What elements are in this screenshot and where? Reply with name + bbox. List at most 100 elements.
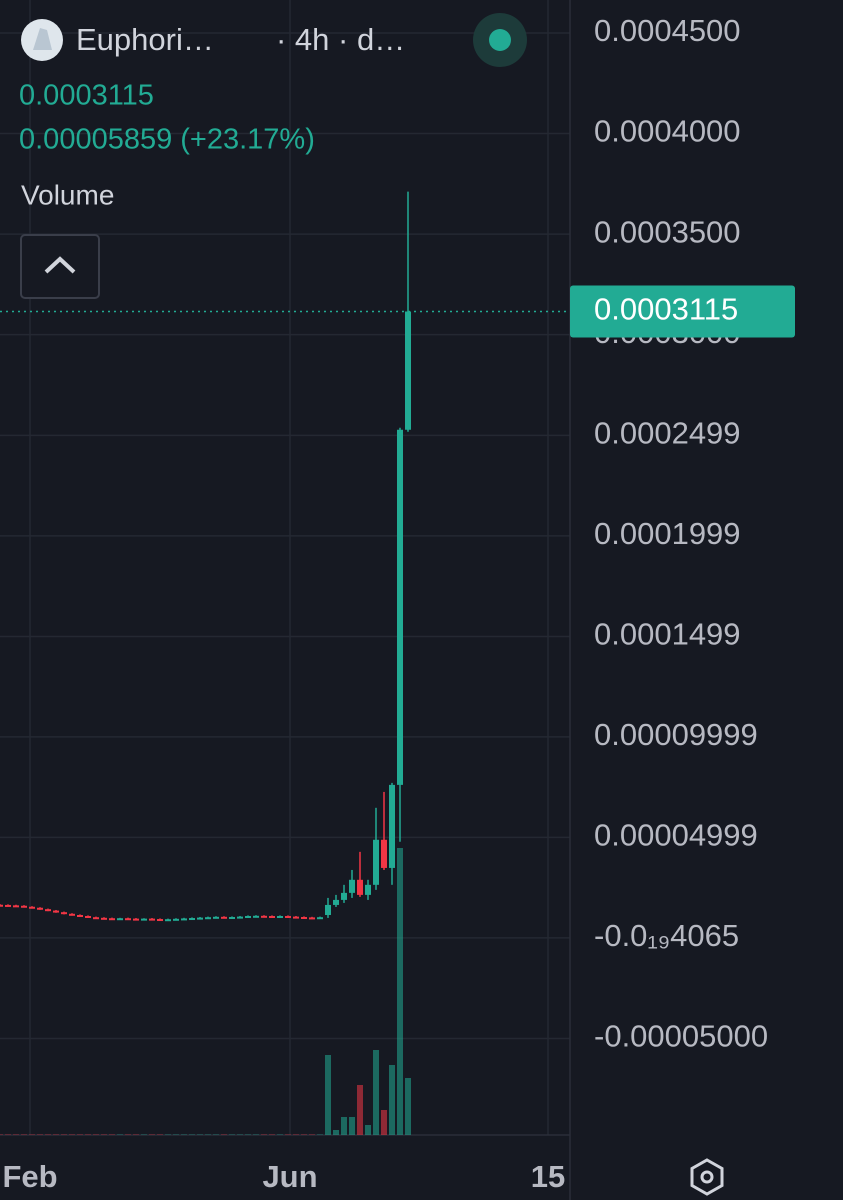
candle-body — [229, 917, 235, 920]
candle-body — [237, 916, 243, 919]
candle-body — [309, 917, 315, 920]
candle-body — [341, 892, 347, 900]
volume-bar — [157, 1134, 163, 1135]
candle-body — [13, 905, 19, 908]
candle-body — [109, 918, 115, 921]
volume-bar — [165, 1134, 171, 1135]
candle-body — [261, 915, 267, 918]
volume-bar — [197, 1134, 203, 1135]
y-tick-label: 0.0004500 — [594, 13, 741, 48]
volume-bar — [181, 1134, 187, 1135]
volume-bar — [205, 1134, 211, 1135]
candle-body — [349, 879, 355, 893]
collapse-button[interactable] — [20, 234, 100, 299]
volume-bar — [125, 1134, 131, 1135]
volume-bar — [269, 1134, 275, 1135]
chevron-up — [44, 256, 76, 274]
status-dot — [489, 29, 511, 51]
volume-bar — [221, 1134, 227, 1135]
volume-bar — [85, 1134, 91, 1135]
price-badge-label: 0.0003115 — [594, 292, 738, 327]
volume-bar — [349, 1117, 355, 1135]
candle-body — [149, 918, 155, 921]
volume-bar — [149, 1134, 155, 1135]
volume-bar — [37, 1134, 43, 1135]
volume-bar — [365, 1125, 371, 1135]
volume-bar — [0, 1134, 3, 1135]
volume-bar — [309, 1134, 315, 1135]
volume-bar — [5, 1134, 11, 1135]
candle-body — [29, 906, 35, 909]
volume-bar — [237, 1134, 243, 1135]
volume-bar — [277, 1134, 283, 1135]
volume-bar — [53, 1134, 59, 1135]
interval[interactable]: · 4h · d… — [276, 22, 405, 57]
candle-body — [245, 916, 251, 919]
candle-body — [293, 916, 299, 919]
candle-body — [93, 917, 99, 920]
candle-body — [77, 914, 83, 917]
candle-body — [381, 839, 387, 868]
volume-bar — [69, 1134, 75, 1135]
volume-bar — [293, 1134, 299, 1135]
candle-body — [101, 917, 107, 920]
volume-bar — [29, 1134, 35, 1135]
candle-body — [125, 918, 131, 921]
symbol-name[interactable]: Euphori… — [76, 22, 214, 57]
candle-body — [357, 879, 363, 895]
y-tick-label: 0.00004999 — [594, 818, 758, 853]
volume-bar — [77, 1134, 83, 1135]
candle-body — [181, 918, 187, 921]
x-tick-label: Jun — [262, 1159, 317, 1194]
candle-body — [53, 910, 59, 913]
candle-body — [301, 917, 307, 920]
candle-body — [221, 916, 227, 919]
candle-body — [141, 918, 147, 921]
volume-bar — [173, 1134, 179, 1135]
volume-bar — [405, 1078, 411, 1135]
candle-body — [0, 904, 3, 907]
candle-body — [85, 916, 91, 919]
volume-bar — [397, 848, 403, 1135]
candle-body — [61, 912, 67, 915]
x-tick-label: Feb — [2, 1159, 57, 1194]
y-tick-label: 0.0003500 — [594, 214, 741, 249]
settings-icon-center — [700, 1170, 714, 1184]
volume-bar — [373, 1050, 379, 1135]
candle-body — [69, 913, 75, 916]
candle-body — [37, 907, 43, 910]
candle-body — [117, 918, 123, 921]
candle-body — [189, 918, 195, 921]
volume-bar — [261, 1134, 267, 1135]
volume-bar — [133, 1134, 139, 1135]
y-tick-label: -0.00005000 — [594, 1019, 768, 1054]
volume-bar — [285, 1134, 291, 1135]
price-change: 0.00005859 (+23.17%) — [19, 124, 315, 156]
y-tick-label: 0.0002499 — [594, 416, 741, 451]
volume-bar — [61, 1134, 67, 1135]
volume-bar — [21, 1134, 27, 1135]
volume-bar — [381, 1110, 387, 1135]
candle-body — [317, 917, 323, 920]
candle-body — [269, 916, 275, 919]
y-tick-label: 0.0004000 — [594, 114, 741, 149]
price-badge — [570, 285, 795, 338]
y-tick-label: 0.0001999 — [594, 516, 741, 551]
y-tick-label: 0.00009999 — [594, 717, 758, 752]
candle-body — [165, 919, 171, 922]
volume-bar — [325, 1055, 331, 1135]
candle-body — [373, 839, 379, 885]
candle-body — [277, 916, 283, 919]
volume-bar — [317, 1134, 323, 1135]
candle-body — [45, 909, 51, 912]
marks — [0, 191, 570, 1135]
candle-body — [173, 918, 179, 921]
volume-bar — [101, 1134, 107, 1135]
candle-body — [5, 904, 11, 907]
candle-body — [325, 904, 331, 915]
candle-body — [405, 311, 411, 430]
volume-bar — [229, 1134, 235, 1135]
volume-bar — [189, 1134, 195, 1135]
settings-icon[interactable] — [690, 1158, 724, 1196]
volume-bar — [253, 1134, 259, 1135]
